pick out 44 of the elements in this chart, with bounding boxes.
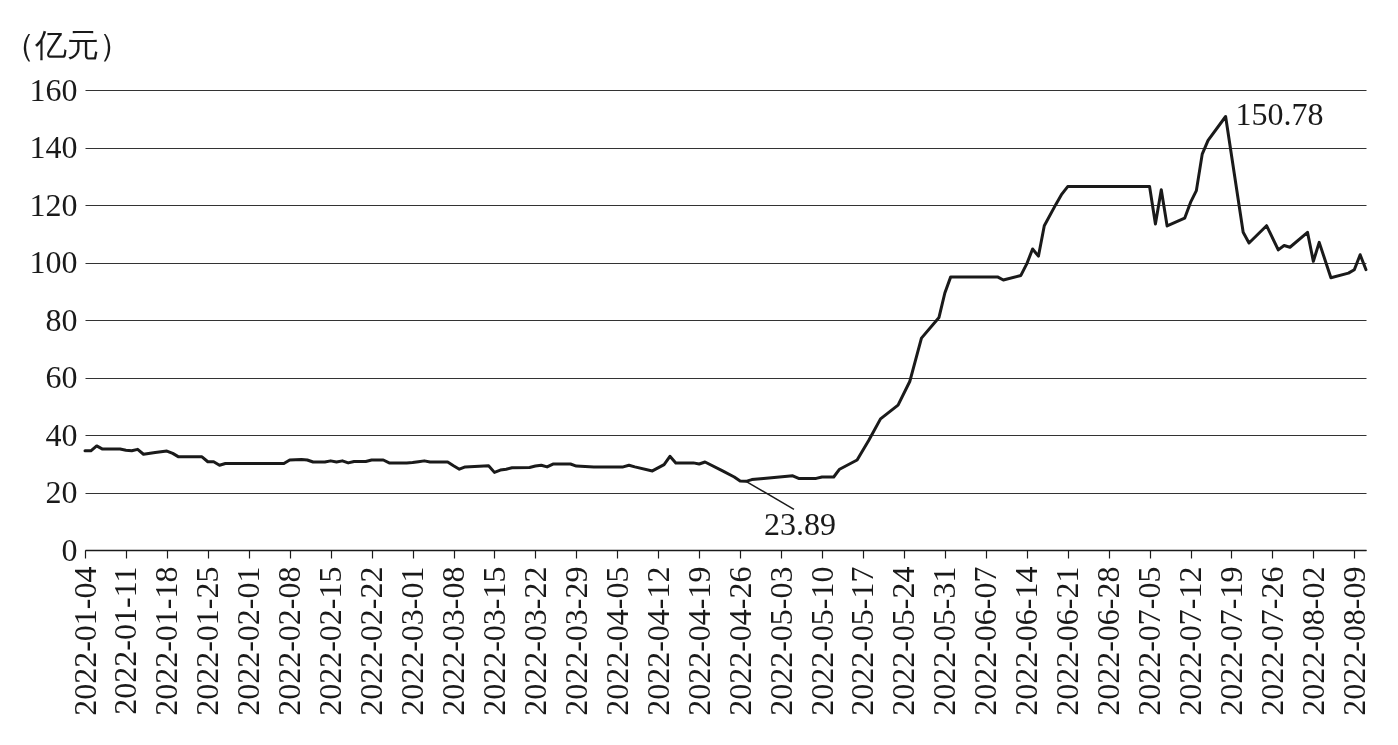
y-tick-label: 0 [61, 531, 78, 568]
x-tick-label: 2022-06-28 [1090, 566, 1127, 716]
x-tick-label: 2022-03-08 [435, 566, 472, 716]
x-tick-label: 2022-01-25 [189, 566, 226, 716]
x-tick-label: 2022-07-19 [1212, 566, 1249, 716]
x-tick-label: 2022-05-24 [885, 566, 922, 716]
y-tick-label: 160 [29, 71, 78, 108]
x-tick-label: 2022-06-21 [1049, 566, 1086, 716]
annotation: 23.89 [763, 506, 836, 543]
x-tick-label: 2022-08-09 [1335, 566, 1372, 716]
x-tick-label: 2022-01-11 [107, 566, 144, 715]
x-tick-label: 2022-03-15 [475, 566, 512, 716]
y-tick-label: 140 [29, 129, 78, 165]
x-tick-label: 2022-06-14 [1008, 566, 1045, 716]
y-tick-label: 20 [45, 474, 78, 510]
x-tick-label: 2022-07-26 [1253, 566, 1290, 716]
x-tick-label: 2022-04-05 [598, 566, 635, 716]
x-tick-label: 2022-03-22 [516, 566, 553, 716]
x-tick-label: 2022-05-17 [844, 566, 881, 716]
x-tick-label: 2022-04-26 [721, 566, 758, 716]
x-tick-label: 2022-01-04 [66, 566, 103, 716]
x-tick-label: 2022-03-01 [394, 566, 431, 716]
y-tick-label: 80 [45, 301, 78, 338]
x-tick-label: 2022-02-22 [353, 566, 390, 716]
x-tick-label: 2022-04-19 [680, 566, 717, 716]
x-tick-label: 2022-08-02 [1294, 566, 1331, 716]
x-tick-label: 2022-07-05 [1131, 566, 1168, 716]
x-tick-label: 2022-02-08 [271, 566, 308, 716]
x-tick-label: 2022-04-12 [639, 566, 676, 716]
x-tick-label: 2022-02-01 [230, 566, 267, 716]
x-tick-label: 2022-05-10 [803, 566, 840, 716]
y-tick-label: 40 [45, 416, 78, 453]
y-tick-label: 100 [29, 244, 78, 280]
x-tick-label: 2022-05-31 [926, 566, 963, 716]
y-tick-label: 120 [29, 186, 78, 223]
y-tick-label: 60 [45, 359, 78, 395]
x-tick-label: 2022-01-18 [148, 566, 185, 716]
x-tick-label: 2022-06-07 [967, 566, 1004, 716]
x-tick-label: 2022-03-29 [557, 566, 594, 716]
x-tick-label: 2022-05-03 [762, 566, 799, 716]
annotation: 150.78 [1235, 95, 1324, 132]
x-tick-label: 2022-07-12 [1172, 566, 1209, 716]
x-tick-label: 2022-02-15 [312, 566, 349, 716]
y-axis-title: （亿元） [2, 26, 131, 63]
